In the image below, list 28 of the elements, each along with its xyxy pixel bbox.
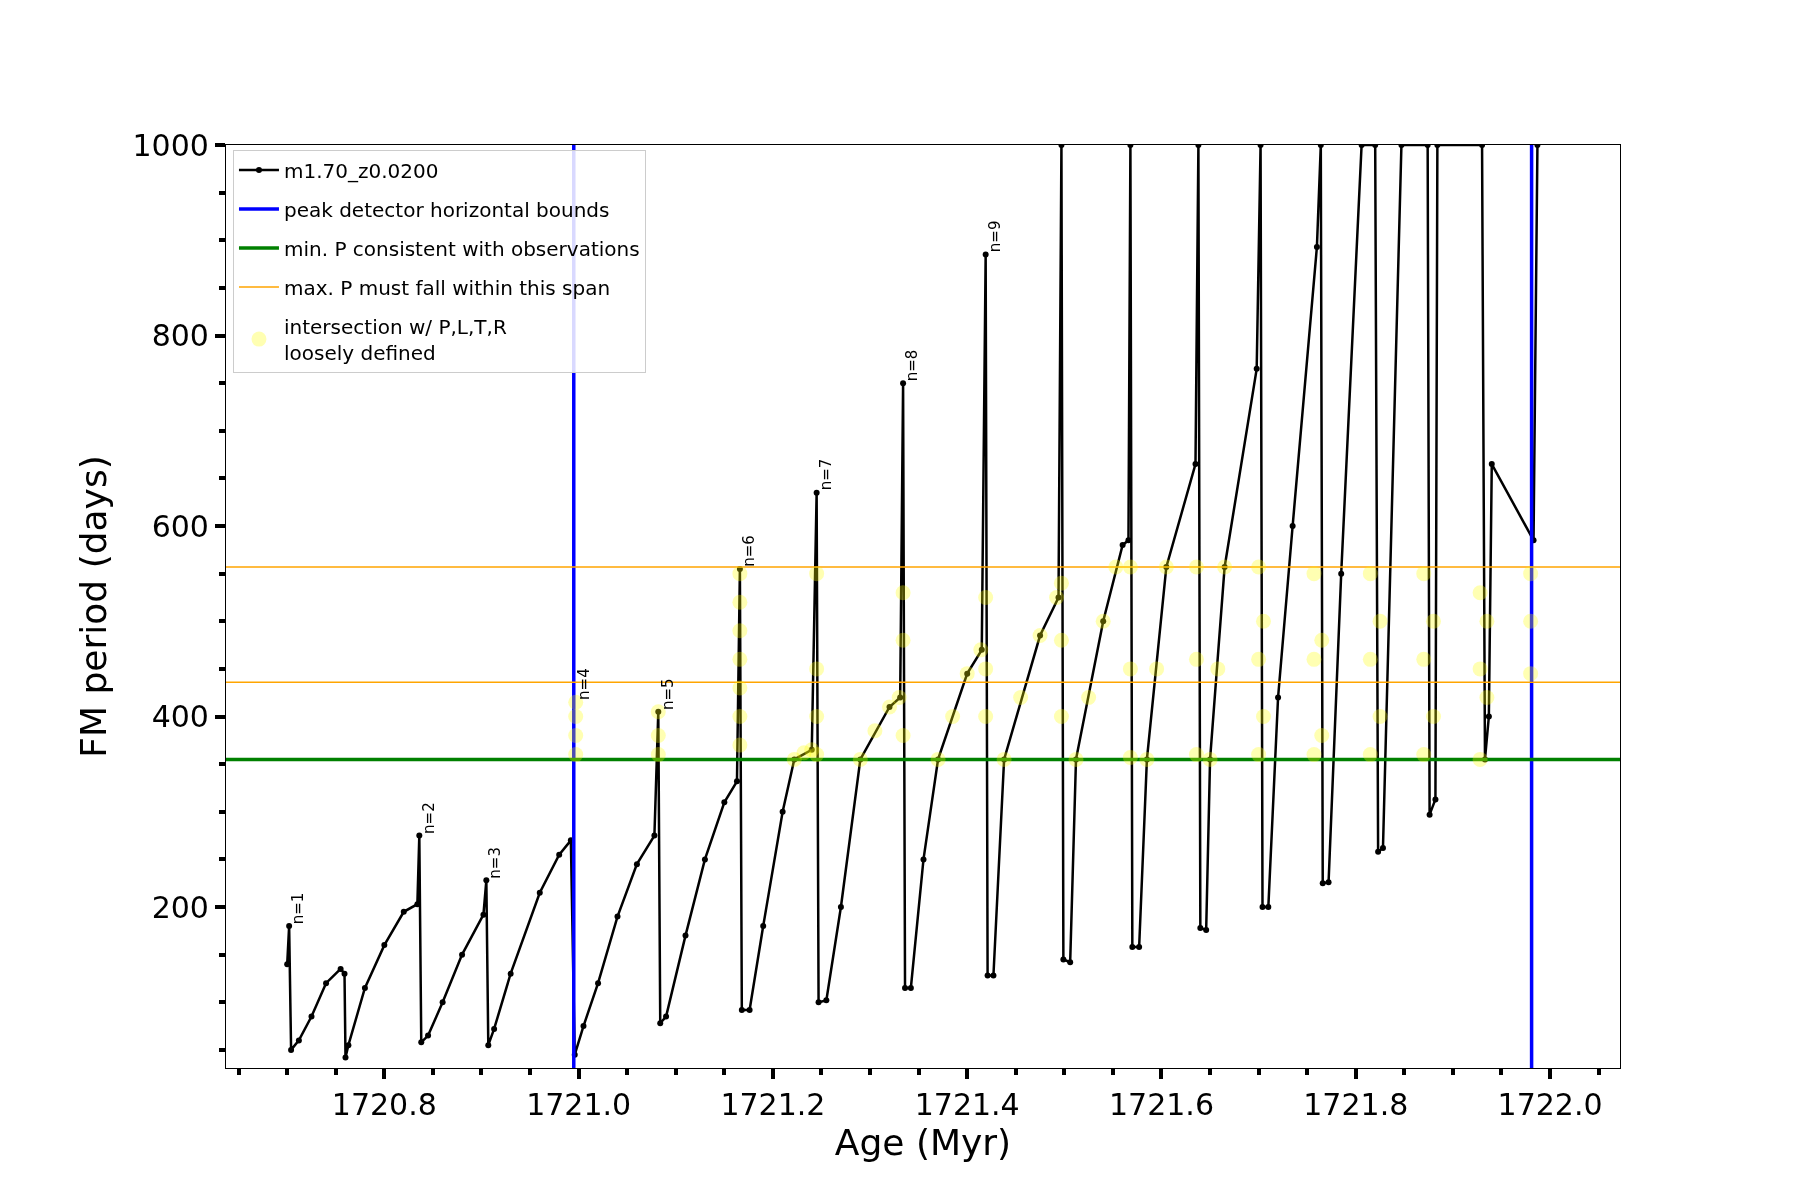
- annotation: n=9: [986, 220, 1005, 253]
- x-tick-label: 1721.0: [526, 1087, 632, 1123]
- x-tick-label: 1721.4: [914, 1087, 1020, 1123]
- annotation: n=5: [658, 678, 677, 711]
- annotation: n=7: [816, 458, 835, 491]
- legend-label: m1.70_z0.0200: [283, 158, 439, 183]
- annotation: n=8: [902, 349, 921, 382]
- x-tick-label: 1720.8: [331, 1087, 437, 1123]
- ref-line-label: peak detector horizontal bounds: [283, 197, 610, 222]
- x-tick-label: 1721.8: [1303, 1087, 1409, 1123]
- legend-label: max. P must fall within this span: [283, 275, 611, 300]
- y-tick-label: 600: [151, 508, 209, 544]
- y-tick-label: 1000: [132, 127, 209, 163]
- x-tick-label: 1722.0: [1497, 1087, 1603, 1123]
- annotation: n=1: [289, 892, 308, 925]
- x-tick-label: 1721.2: [720, 1087, 826, 1123]
- annotation: n=2: [419, 802, 438, 834]
- legend-label: intersection w/ P,L,T,R loosely defined: [283, 314, 507, 365]
- y-tick-label: 400: [151, 699, 209, 735]
- y-tick-label: 200: [151, 889, 209, 925]
- x-tick-label: 1721.6: [1109, 1087, 1214, 1123]
- legend-label: min. P consistent with observations: [283, 236, 640, 261]
- annotation: n=4: [575, 668, 594, 700]
- y-axis-title: FM period (days): [73, 455, 115, 758]
- annotation: n=6: [740, 535, 759, 567]
- x-axis-title: Age (Myr): [834, 1122, 1012, 1164]
- y-tick-label: 800: [151, 318, 209, 354]
- annotation: n=3: [485, 847, 504, 879]
